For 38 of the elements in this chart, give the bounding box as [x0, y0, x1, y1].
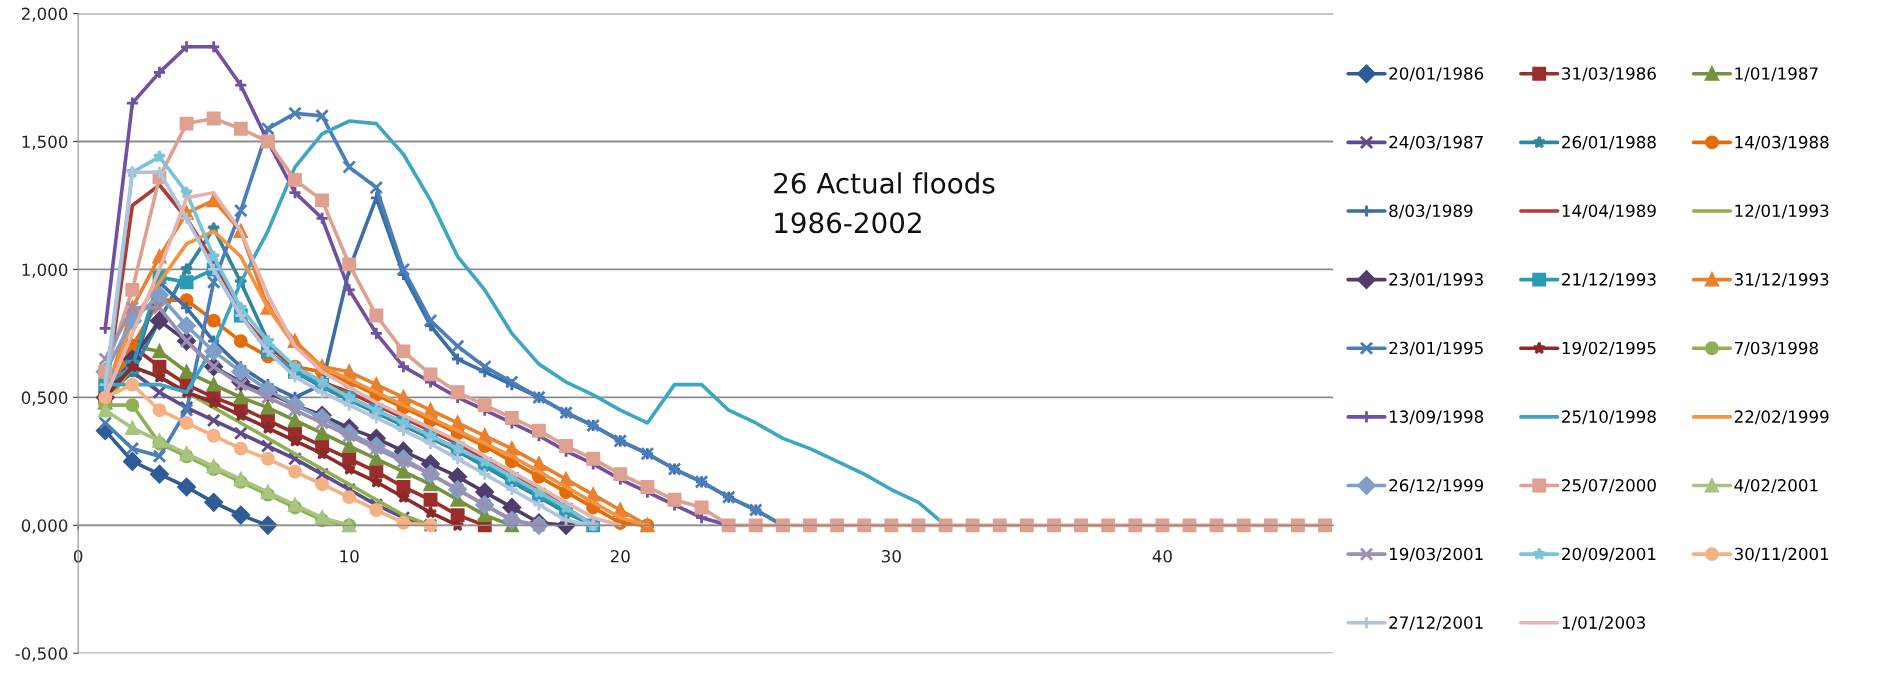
legend-label: 21/12/1993 [1562, 273, 1656, 288]
y-tick-label: -0,500 [15, 647, 68, 662]
x-tick-label: 40 [1152, 549, 1172, 563]
legend-label: 27/12/2001 [1389, 616, 1483, 631]
legend-label: 1/01/2003 [1562, 616, 1646, 631]
legend-label: 13/09/1998 [1389, 410, 1484, 425]
legend-label: 12/01/1993 [1735, 204, 1829, 219]
legend-label: 20/09/2001 [1562, 547, 1656, 562]
y-tick-label: 0,000 [21, 519, 68, 534]
x-tick-label: 30 [882, 549, 901, 563]
legend-label: 26/12/1999 [1389, 479, 1484, 493]
legend-label: 19/02/1995 [1562, 341, 1656, 356]
legend-label: 22/02/1999 [1734, 410, 1829, 425]
legend-label: 23/01/1995 [1389, 341, 1483, 356]
y-tick-label: 2,000 [21, 7, 68, 22]
legend-label: 25/07/2000 [1562, 479, 1656, 493]
legend-label: 31/03/1986 [1562, 67, 1656, 82]
x-tick-label: 20 [610, 549, 630, 563]
legend-label: 25/10/1998 [1562, 410, 1656, 425]
legend-label: 26/01/1988 [1562, 135, 1656, 150]
y-tick-label: 1,000 [22, 263, 68, 278]
legend-label: 14/04/1989 [1562, 204, 1656, 219]
y-tick-label: 0,500 [21, 391, 68, 406]
legend-label: 7/03/1998 [1734, 341, 1818, 356]
legend-label: 1/01/1987 [1735, 67, 1818, 82]
y-tick-label: 1,500 [22, 135, 68, 150]
legend-label: 23/01/1993 [1389, 273, 1483, 288]
legend-label: 8/03/1989 [1389, 204, 1473, 219]
legend-label: 19/03/2001 [1389, 547, 1483, 562]
legend-label: 14/03/1988 [1735, 135, 1829, 150]
x-tick-label: 0 [73, 549, 83, 563]
annotation: 26 Actual floods 1986-2002 [774, 172, 995, 234]
legend-label: 4/02/2001 [1734, 479, 1818, 493]
legend-label: 20/01/1986 [1389, 67, 1484, 82]
legend-label: 31/12/1993 [1734, 273, 1829, 288]
legend-label: 30/11/2001 [1734, 547, 1829, 562]
legend-label: 24/03/1987 [1389, 135, 1483, 150]
x-tick-label: 10 [340, 549, 359, 563]
